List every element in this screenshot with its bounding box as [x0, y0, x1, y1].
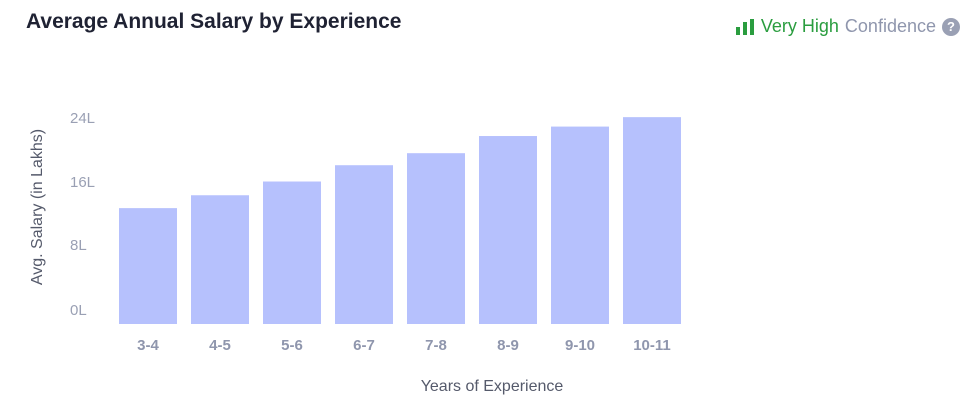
- chart-title: Average Annual Salary by Experience: [26, 10, 402, 33]
- bars-signal-icon: [735, 18, 754, 35]
- bar-5-6[interactable]: [263, 181, 321, 324]
- confidence-level: Very High: [760, 16, 839, 36]
- bar-9-10[interactable]: [551, 126, 609, 324]
- bar-4-5[interactable]: [191, 195, 249, 324]
- y-axis: 0L 8L 16L 24L: [70, 110, 95, 319]
- y-tick-label: 16L: [70, 174, 95, 191]
- y-tick-label: 24L: [70, 110, 95, 127]
- bar-3-4[interactable]: [119, 208, 177, 324]
- bar-8-9[interactable]: [479, 136, 537, 324]
- confidence-indicator: Very High Confidence ?: [735, 16, 960, 37]
- confidence-label: Confidence: [844, 16, 936, 36]
- bars-group: [119, 117, 681, 325]
- bar-6-7[interactable]: [335, 165, 393, 324]
- x-tick-label: 10-11: [633, 337, 671, 354]
- x-tick-label: 5-6: [281, 337, 303, 354]
- y-axis-title: Avg. Salary (in Lakhs): [29, 129, 46, 285]
- bar-10-11[interactable]: [623, 117, 681, 325]
- y-tick-label: 8L: [70, 237, 87, 254]
- x-tick-label: 8-9: [497, 337, 519, 354]
- bar-7-8[interactable]: [407, 153, 465, 324]
- x-tick-label: 6-7: [353, 337, 375, 354]
- x-tick-label: 3-4: [137, 337, 159, 354]
- x-tick-label: 4-5: [209, 337, 231, 354]
- question-circle-icon[interactable]: ?: [942, 17, 960, 36]
- y-tick-label: 0L: [70, 302, 87, 319]
- x-tick-label: 9-10: [565, 337, 595, 354]
- x-axis-title: Years of Experience: [421, 378, 564, 395]
- x-tick-label: 7-8: [425, 337, 447, 354]
- x-axis: 3-4 4-5 5-6 6-7 7-8 8-9 9-10 10-11: [137, 337, 671, 354]
